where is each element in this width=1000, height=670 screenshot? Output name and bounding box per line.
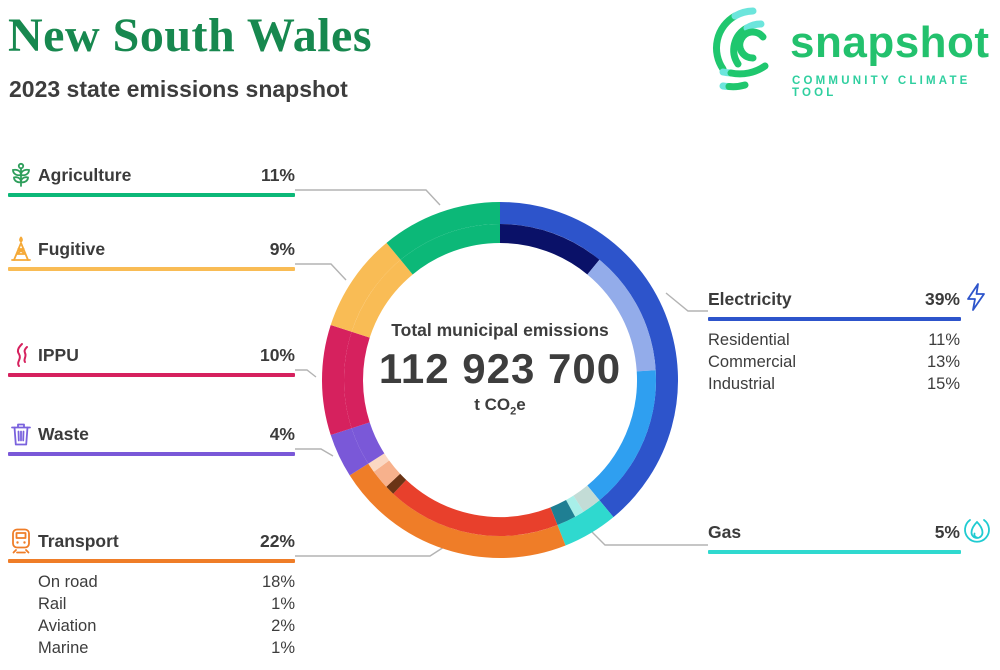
connector-transport xyxy=(295,546,445,557)
connector-waste xyxy=(295,448,334,457)
train-icon xyxy=(8,527,38,555)
donut-segment-gas[interactable] xyxy=(557,500,614,546)
legend-value: 9% xyxy=(269,238,295,259)
trash-icon xyxy=(8,421,38,447)
legend-underline xyxy=(708,317,961,321)
donut-subsegment-aviation[interactable] xyxy=(373,460,401,487)
donut-center-text: Total municipal emissions 112 923 700 t … xyxy=(350,320,650,417)
sub-row-residential: Residential 11% xyxy=(708,330,960,349)
legend-underline xyxy=(708,550,961,554)
connector-agriculture xyxy=(295,189,441,206)
oil-derrick-icon xyxy=(8,236,38,262)
legend-label: Transport xyxy=(38,530,119,551)
page-subtitle: 2023 state emissions snapshot xyxy=(9,76,348,102)
donut-segment-ippu[interactable] xyxy=(322,324,352,436)
lightning-bolt-icon xyxy=(963,282,993,312)
donut-segment-electricity[interactable] xyxy=(499,202,678,518)
page-title: New South Wales xyxy=(8,9,373,62)
legend-label: IPPU xyxy=(38,344,79,365)
sub-row-aviation: Aviation 2% xyxy=(38,616,295,635)
center-total-value: 112 923 700 xyxy=(378,345,622,392)
connector-fugitive xyxy=(295,263,347,281)
legend-underline xyxy=(8,193,295,197)
connector-gas xyxy=(591,531,708,546)
legend-underline xyxy=(8,373,295,377)
legend-value: 22% xyxy=(259,530,295,551)
legend-item-agriculture[interactable]: Agriculture 11% xyxy=(8,162,295,197)
donut-subsegment-marine[interactable] xyxy=(368,453,390,472)
smoke-icon xyxy=(8,342,38,368)
donut-subsegment-industrial[interactable] xyxy=(587,370,656,501)
donut-subsegment-rail[interactable] xyxy=(386,473,407,494)
sub-row-on-road: On road 18% xyxy=(38,572,295,591)
donut-subsegment-gas-0[interactable] xyxy=(573,485,600,512)
donut-segment-transport[interactable] xyxy=(349,463,566,558)
legend-underline xyxy=(8,559,295,563)
legend-label: Electricity xyxy=(708,288,792,309)
connector-ippu xyxy=(295,369,317,378)
legend-label: Waste xyxy=(38,423,89,444)
legend-item-transport[interactable]: Transport 22% On road 18% Rail 1% Aviation… xyxy=(8,528,295,659)
legend-value: 5% xyxy=(934,521,960,542)
sub-row-industrial: Industrial 15% xyxy=(708,374,960,393)
agriculture-icon xyxy=(8,162,38,188)
connector-electricity xyxy=(665,292,708,312)
sub-row-rail: Rail 1% xyxy=(38,594,295,613)
legend-label: Fugitive xyxy=(38,238,106,259)
snapshot-tagline: COMMUNITY CLIMATE TOOL xyxy=(792,75,971,99)
legend-value: 11% xyxy=(260,164,295,185)
legend-value: 10% xyxy=(259,344,295,365)
donut-subsegment-gas-2[interactable] xyxy=(550,499,576,526)
legend-item-gas[interactable]: Gas 5% xyxy=(708,519,993,554)
legend-item-electricity[interactable]: Electricity 39% Residential 11% Commercia… xyxy=(708,283,993,395)
legend-value: 39% xyxy=(924,288,960,309)
sub-row-marine: Marine 1% xyxy=(38,638,295,657)
legend-item-ippu[interactable]: IPPU 10% xyxy=(8,342,295,377)
center-unit: t CO2e xyxy=(474,395,526,418)
donut-chart[interactable] xyxy=(310,190,690,570)
donut-subsegment-on-road[interactable] xyxy=(393,479,558,536)
donut-subsegment-residential[interactable] xyxy=(499,224,600,275)
legend-label: Gas xyxy=(708,521,742,542)
legend-label: Agriculture xyxy=(38,164,132,185)
donut-subsegment-agriculture[interactable] xyxy=(400,224,501,275)
electricity-sub-list: Residential 11% Commercial 13% Industrial 1… xyxy=(708,329,993,395)
legend-underline xyxy=(8,452,295,456)
donut-subsegment-fugitive[interactable] xyxy=(351,259,413,338)
donut-subsegment-commercial[interactable] xyxy=(587,259,656,372)
snapshot-logo-icon xyxy=(713,7,769,91)
donut-subsegment-ippu[interactable] xyxy=(344,331,370,429)
legend-underline xyxy=(8,267,295,271)
gas-flame-icon xyxy=(963,515,993,545)
donut-subsegment-waste[interactable] xyxy=(351,422,385,464)
center-label: Total municipal emissions xyxy=(391,320,609,340)
donut-subsegment-gas-1[interactable] xyxy=(565,495,584,517)
legend-item-fugitive[interactable]: Fugitive 9% xyxy=(8,236,295,271)
snapshot-wordmark: snapshot xyxy=(790,18,990,67)
donut-segment-waste[interactable] xyxy=(330,427,369,476)
legend-item-waste[interactable]: Waste 4% xyxy=(8,421,295,456)
sub-row-commercial: Commercial 13% xyxy=(708,352,960,371)
transport-sub-list: On road 18% Rail 1% Aviation 2% Marine 1% xyxy=(8,571,295,659)
legend-value: 4% xyxy=(269,423,295,444)
donut-segment-fugitive[interactable] xyxy=(330,242,401,333)
donut-segment-agriculture[interactable] xyxy=(386,202,501,260)
